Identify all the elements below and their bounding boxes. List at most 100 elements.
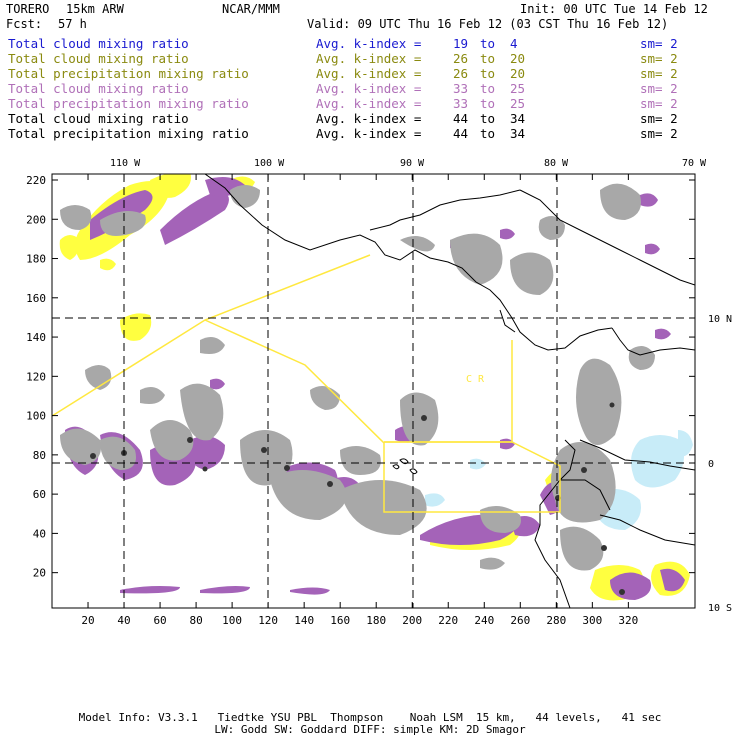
lon-label-80w: 80 W [544,158,569,169]
legend-k-high: 26 [453,51,469,66]
legend-to: to [480,51,496,66]
y-tick-label: 180 [26,253,46,266]
organization: NCAR/MMM [222,2,280,16]
x-tick-label: 100 [222,614,242,627]
x-axis-labels: 20 40 60 80 100 120 140 160 180 200 220 240 260 280 30… [81,614,638,627]
legend-row: Total cloud mixing ratio Avg. k-index = 26… [8,51,728,66]
legend-smoothing: sm= 2 [640,96,678,111]
legend-row: Total precipitation mixing ratio Avg. k-i… [8,96,728,111]
legend-row: Total precipitation mixing ratio Avg. k-i… [8,126,728,141]
legend-field-name: Total cloud mixing ratio [8,111,189,126]
forecast-map: C R 220 200 180 160 140 120 100 80 60 40 20 20 40 60… [26,158,732,627]
region-label-cr: C R [466,374,485,385]
legend-k-low: 20 [510,51,526,66]
legend-avg-label: Avg. k-index = [316,81,422,96]
x-tick-label: 280 [546,614,566,627]
x-tick-label: 120 [258,614,278,627]
y-tick-label: 140 [26,331,46,344]
model-info-line1: Model Info: V3.3.1 Tiedtke YSU PBL Thomp… [78,711,662,724]
x-tick-label: 240 [474,614,494,627]
y-axis-labels: 220 200 180 160 140 120 100 80 60 40 20 [26,174,46,580]
legend-field-name: Total cloud mixing ratio [8,51,189,66]
lat-label-10n: 10 N [708,314,732,325]
y-tick-label: 40 [33,527,46,540]
legend-row: Total cloud mixing ratio Avg. k-index = 33… [8,81,728,96]
legend-k-low: 4 [510,36,518,51]
legend-to: to [480,111,496,126]
legend-k-low: 34 [510,111,526,126]
gray-cloud-layer [60,183,655,571]
legend-k-low: 25 [510,81,526,96]
legend-k-high: 33 [453,96,469,111]
x-tick-label: 80 [189,614,202,627]
lon-label-90w: 90 W [400,158,425,169]
x-tick-label: 320 [618,614,638,627]
lon-label-100w: 100 W [254,158,285,169]
lat-label-0: 0 [708,459,714,470]
legend-to: to [480,96,496,111]
x-tick-label: 20 [81,614,94,627]
legend-field-name: Total precipitation mixing ratio [8,96,249,111]
y-tick-label: 200 [26,213,46,226]
legend-avg-label: Avg. k-index = [316,36,422,51]
legend-field-name: Total precipitation mixing ratio [8,66,249,81]
forecast-hour: 57 h [58,17,87,31]
legend-avg-label: Avg. k-index = [316,111,422,126]
legend-row: Total precipitation mixing ratio Avg. k-i… [8,66,728,81]
legend-field-name: Total cloud mixing ratio [8,36,189,51]
plot-border [51,173,696,609]
x-tick-label: 40 [117,614,130,627]
legend-smoothing: sm= 2 [640,126,678,141]
coastlines [204,174,695,608]
x-tick-label: 60 [153,614,166,627]
y-axis-ticks [52,179,695,574]
legend-k-high: 33 [453,81,469,96]
legend-row: Total cloud mixing ratio Avg. k-index = 19… [8,36,728,51]
x-tick-label: 140 [294,614,314,627]
y-tick-label: 60 [33,488,46,501]
x-tick-label: 260 [510,614,530,627]
legend-avg-label: Avg. k-index = [316,66,422,81]
light-cloud-layer [425,430,693,530]
lat-lon-grid [52,174,695,608]
cloud-fields [59,174,693,601]
legend-field-name: Total precipitation mixing ratio [8,126,249,141]
x-tick-label: 300 [582,614,602,627]
legend-k-low: 25 [510,96,526,111]
legend-smoothing: sm= 2 [640,51,678,66]
legend-k-high: 19 [453,36,469,51]
x-tick-label: 180 [366,614,386,627]
subdomain-boxes [51,254,561,513]
lon-label-70w: 70 W [682,158,707,169]
legend-to: to [480,36,496,51]
legend-k-low: 34 [510,126,526,141]
legend-to: to [480,66,496,81]
legend-avg-label: Avg. k-index = [316,126,422,141]
y-tick-label: 120 [26,370,46,383]
legend-k-high: 44 [453,126,469,141]
init-time: Init: 00 UTC Tue 14 Feb 12 [520,2,708,16]
legend-smoothing: sm= 2 [640,66,678,81]
y-tick-label: 160 [26,292,46,305]
y-tick-label: 80 [33,449,46,462]
legend-row: Total cloud mixing ratio Avg. k-index = 44… [8,111,728,126]
y-tick-label: 220 [26,174,46,187]
legend-k-high: 26 [453,66,469,81]
model-info-line2: LW: Godd SW: Goddard DIFF: simple KM: 2D… [214,723,526,736]
x-tick-label: 220 [438,614,458,627]
legend-k-high: 44 [453,111,469,126]
legend-k-low: 20 [510,66,526,81]
legend-avg-label: Avg. k-index = [316,51,422,66]
legend-smoothing: sm= 2 [640,81,678,96]
legend-avg-label: Avg. k-index = [316,96,422,111]
lat-label-10s: 10 S [708,603,732,614]
forecast-label: Fcst: [6,17,43,31]
x-axis-ticks [87,174,629,608]
legend-smoothing: sm= 2 [640,111,678,126]
valid-time: Valid: 09 UTC Thu 16 Feb 12 (03 CST Thu … [307,17,669,31]
legend-to: to [480,81,496,96]
x-tick-label: 200 [402,614,422,627]
legend-field-name: Total cloud mixing ratio [8,81,189,96]
x-tick-label: 160 [330,614,350,627]
model-name: TORERO [6,2,50,16]
